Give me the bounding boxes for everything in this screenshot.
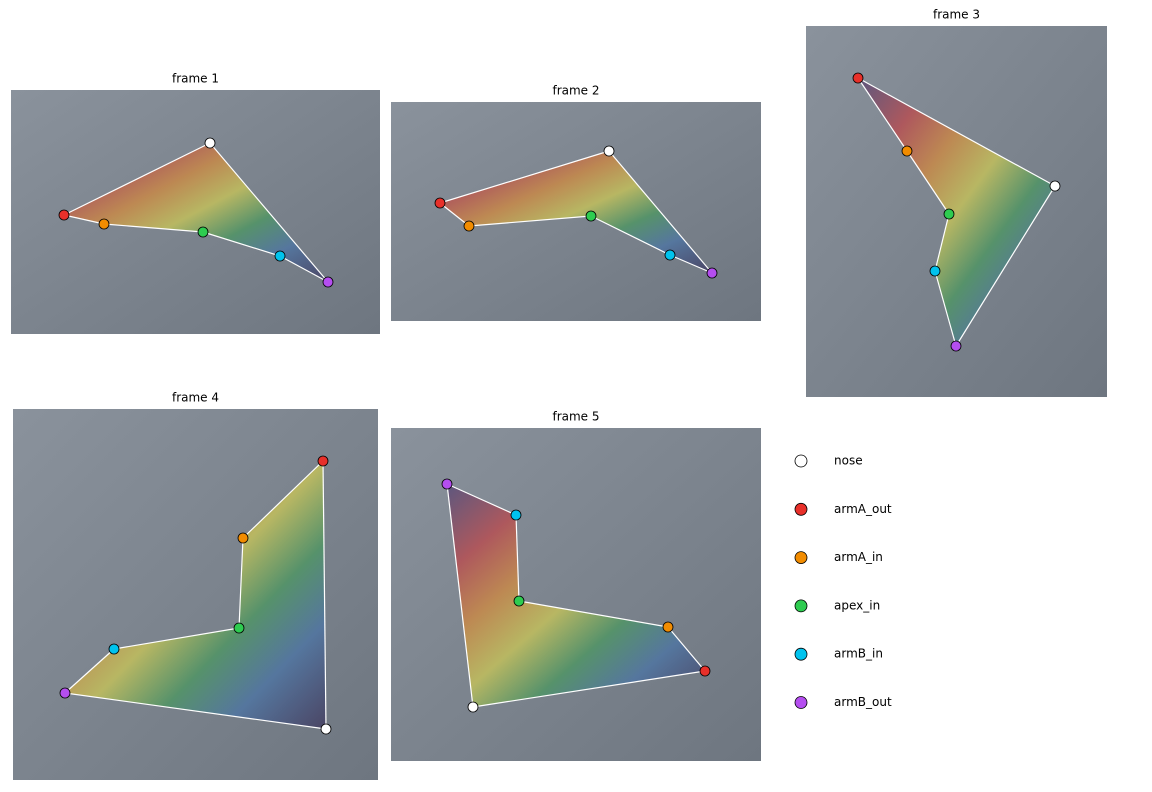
keypoint [510,509,522,521]
skeleton-line [515,514,520,602]
keypoint [585,210,597,222]
frame-panel: frame 1 [11,72,380,334]
skeleton-line [279,255,329,283]
kite-shape [65,461,326,729]
skeleton-line [238,537,244,629]
kite-shape [64,143,328,282]
frame-panel: frame 2 [391,84,761,321]
keypoint [513,595,525,607]
skeleton-line [446,483,517,516]
legend-label: apex_in [834,598,880,612]
keypoint [441,478,453,490]
legend-marker [794,454,808,468]
keypoint [664,249,676,261]
kite-shape [447,484,705,707]
legend-label: armA_in [834,550,883,564]
skeleton-line [439,150,610,204]
keypoint [98,218,110,230]
skeleton-line [468,215,592,227]
keypoint [108,643,120,655]
keypoint [317,455,329,467]
frame-image [391,428,761,761]
keypoint [237,532,249,544]
skeleton-line [446,483,474,708]
kite-shape [858,78,1055,346]
skeleton-line [439,202,470,227]
legend-label: armB_in [834,647,883,661]
keypoint [901,145,913,157]
skeleton-line [472,670,706,708]
skeleton-line [667,626,706,672]
frame-title: frame 1 [172,72,219,86]
keypoint [699,665,711,677]
skeleton-line [322,460,327,730]
skeleton-line [857,77,908,152]
skeleton-line [934,213,950,272]
kite-shape [440,151,712,273]
frame-title: frame 4 [172,391,219,405]
keypoint [434,197,446,209]
keypoint [197,226,209,238]
skeleton-line [590,215,671,256]
keypoint [204,137,216,149]
skeleton-line [955,185,1056,347]
skeleton-line [209,142,329,283]
skeleton-line [934,270,957,347]
skeleton-line [202,231,281,257]
frame-panel: frame 4 [13,391,378,780]
keypoint [59,687,71,699]
keypoint [852,72,864,84]
keypoint [320,723,332,735]
frame-title: frame 3 [933,8,980,22]
keypoint [929,265,941,277]
frame-title: frame 2 [552,84,599,98]
keypoint [662,621,674,633]
keypoint [943,208,955,220]
legend-marker [794,599,808,613]
keypoint [58,209,70,221]
keypoint [463,220,475,232]
legend-label: armA_out [834,502,892,516]
skeleton-line [857,77,1056,187]
legend-marker [794,696,808,709]
keypoint [706,267,718,279]
keypoint [603,145,615,157]
skeleton-line [608,150,713,274]
skeleton-line [113,627,240,650]
legend-label: armB_out [834,695,892,709]
keypoint [274,250,286,262]
legend-label: nose [834,454,863,468]
keypoint [950,340,962,352]
skeleton-line [242,460,324,539]
skeleton-line [906,150,950,215]
skeleton-line [669,254,713,274]
keypoint [233,622,245,634]
skeleton-line [64,648,115,694]
frame-title: frame 5 [552,410,599,424]
legend-marker [794,502,808,516]
skeleton-line [103,223,204,233]
legend-marker [794,551,808,564]
skeleton-line [63,214,105,225]
frame-panel: frame 5 [391,410,761,761]
legend-marker [794,647,808,661]
skeleton-line [64,692,327,730]
frame-panel: frame 3 [806,8,1107,397]
keypoint [467,701,479,713]
keypoint [1049,180,1061,192]
skeleton-line [518,600,669,628]
keypoint [322,276,334,288]
skeleton-line [63,142,211,216]
